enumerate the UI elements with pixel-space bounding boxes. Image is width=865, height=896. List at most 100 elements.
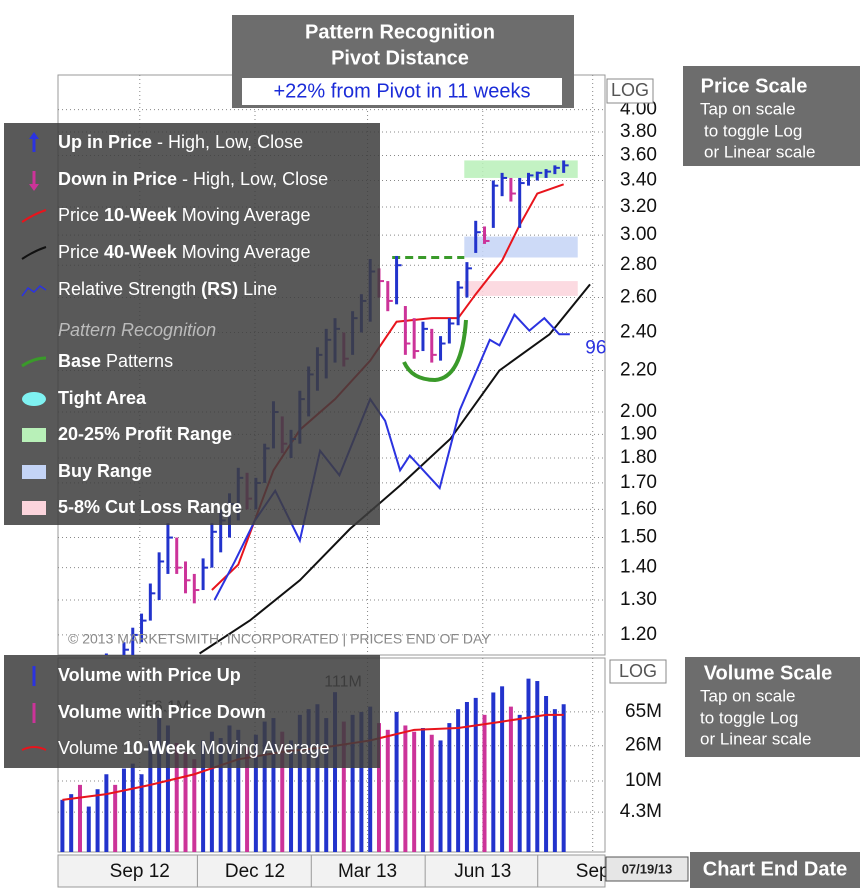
legend-text: Patterns bbox=[101, 351, 173, 371]
legend-entry: Tight Area bbox=[58, 388, 147, 408]
legend-text: Tight Area bbox=[58, 388, 147, 408]
volume-bar bbox=[104, 774, 109, 852]
volume-bar bbox=[165, 725, 170, 852]
y-tick-label: 1.40 bbox=[620, 557, 657, 578]
volume-bar bbox=[245, 747, 250, 852]
volume-bar bbox=[350, 714, 355, 852]
volume-bar bbox=[130, 763, 135, 852]
volume-bar bbox=[561, 704, 566, 852]
volume-bar bbox=[482, 714, 487, 852]
volume-scale-note: to toggle Log bbox=[700, 708, 798, 727]
legend-text: (RS) bbox=[201, 279, 238, 299]
legend-entry: Buy Range bbox=[58, 461, 152, 481]
volume-bar bbox=[209, 731, 214, 852]
legend-entry: 20-25% Profit Range bbox=[58, 424, 232, 444]
legend-entry: Volume with Price Down bbox=[58, 702, 266, 722]
price-range bbox=[464, 160, 578, 178]
price-scale-note: Tap on scale bbox=[700, 99, 795, 118]
price-scale-note: to toggle Log bbox=[704, 121, 802, 140]
price-range bbox=[464, 236, 578, 258]
volume-bar bbox=[139, 774, 144, 852]
legend-text: Moving Average bbox=[177, 242, 311, 262]
volume-bar bbox=[69, 794, 74, 852]
volume-bar bbox=[456, 709, 461, 852]
legend-icons bbox=[21, 132, 47, 515]
volume-bar bbox=[500, 686, 505, 852]
end-date: 07/19/13 bbox=[622, 861, 673, 876]
y-tick-label: 1.90 bbox=[620, 423, 657, 444]
volume-bar bbox=[447, 723, 452, 852]
x-tick-label: Sep bbox=[576, 861, 610, 882]
legend-entry: 5-8% Cut Loss Range bbox=[58, 497, 242, 517]
volume-bar bbox=[508, 706, 513, 852]
x-tick-label: Sep 12 bbox=[110, 861, 170, 882]
volume-scale-note: or Linear scale bbox=[700, 729, 812, 748]
y-tick-label: 2.60 bbox=[620, 287, 657, 308]
volume-bar bbox=[368, 706, 373, 852]
volume-bar bbox=[236, 729, 241, 852]
volume-bar bbox=[297, 714, 302, 852]
legend-text: Moving Average bbox=[177, 205, 311, 225]
volume-bar bbox=[464, 701, 469, 852]
volume-bar bbox=[280, 731, 285, 852]
volume-bar bbox=[95, 789, 100, 852]
volume-bar bbox=[526, 678, 531, 852]
base-pattern bbox=[402, 319, 468, 383]
legend-text: Down in Price bbox=[58, 169, 177, 189]
legend-box bbox=[4, 123, 380, 525]
end-date-box[interactable] bbox=[605, 856, 689, 882]
y2-tick-label: 65M bbox=[625, 701, 662, 722]
volume-bar bbox=[552, 709, 557, 852]
volume-log-toggle[interactable] bbox=[609, 659, 667, 684]
volume-bar bbox=[262, 721, 267, 852]
legend-text: Price bbox=[58, 205, 104, 225]
volume-scale-box bbox=[685, 657, 860, 757]
volume-bar bbox=[157, 717, 162, 852]
pivot-box bbox=[242, 78, 562, 105]
volume-bar bbox=[113, 784, 118, 852]
y-tick-label: 3.80 bbox=[620, 121, 657, 142]
volume-bar bbox=[385, 729, 390, 852]
end-date-label-box bbox=[690, 852, 860, 888]
legend-text: Relative Strength bbox=[58, 279, 201, 299]
volume-bar bbox=[403, 725, 408, 852]
volume-bar bbox=[174, 742, 179, 852]
volume-bar bbox=[306, 709, 311, 852]
volume-bar bbox=[429, 734, 434, 852]
legend-text: Moving Average bbox=[196, 738, 330, 758]
volume-bar bbox=[253, 734, 258, 852]
price-scale-note: or Linear scale bbox=[704, 142, 816, 161]
y-tick-label: 1.30 bbox=[620, 589, 657, 610]
legend-text: - High, Low, Close bbox=[152, 132, 303, 152]
volume-bar bbox=[60, 799, 65, 852]
legend-entry: Price 40-Week Moving Average bbox=[58, 242, 311, 262]
volume-bar bbox=[333, 692, 338, 852]
y-tick-label: 4.00 bbox=[620, 99, 657, 120]
y-tick-label: 1.50 bbox=[620, 527, 657, 548]
volume-bar bbox=[376, 723, 381, 852]
volume-bar bbox=[438, 740, 443, 852]
volume-bar bbox=[227, 725, 232, 852]
volume-bar bbox=[324, 718, 329, 852]
volume-scale-note: Tap on scale bbox=[700, 686, 795, 705]
volume-scale-title: Volume Scale bbox=[704, 662, 833, 684]
volume-legend-icons bbox=[21, 666, 47, 751]
price-log-toggle[interactable] bbox=[606, 78, 654, 104]
copyright: © 2013 MARKETSMITH, INCORPORATED | PRICE… bbox=[68, 631, 491, 647]
volume-bar bbox=[192, 759, 197, 852]
x-tick-label: Jun 13 bbox=[454, 861, 511, 882]
volume-legend: Volume with Price Up Volume with Price Do… bbox=[58, 665, 330, 758]
legend-text: 5-8% Cut Loss Range bbox=[58, 497, 242, 517]
legend-entry: Base Patterns bbox=[58, 351, 173, 371]
volume-bar bbox=[359, 711, 364, 852]
volume-bar bbox=[491, 692, 496, 852]
legend-text: Buy Range bbox=[58, 461, 152, 481]
volume-bar bbox=[544, 696, 549, 852]
y-tick-label: 1.60 bbox=[620, 498, 657, 519]
price-log-label: LOG bbox=[611, 80, 649, 100]
subtitle: Pivot Distance bbox=[331, 47, 469, 69]
legend-text: Volume with Price Up bbox=[58, 665, 241, 685]
legend-heading: Pattern Recognition bbox=[58, 320, 216, 340]
